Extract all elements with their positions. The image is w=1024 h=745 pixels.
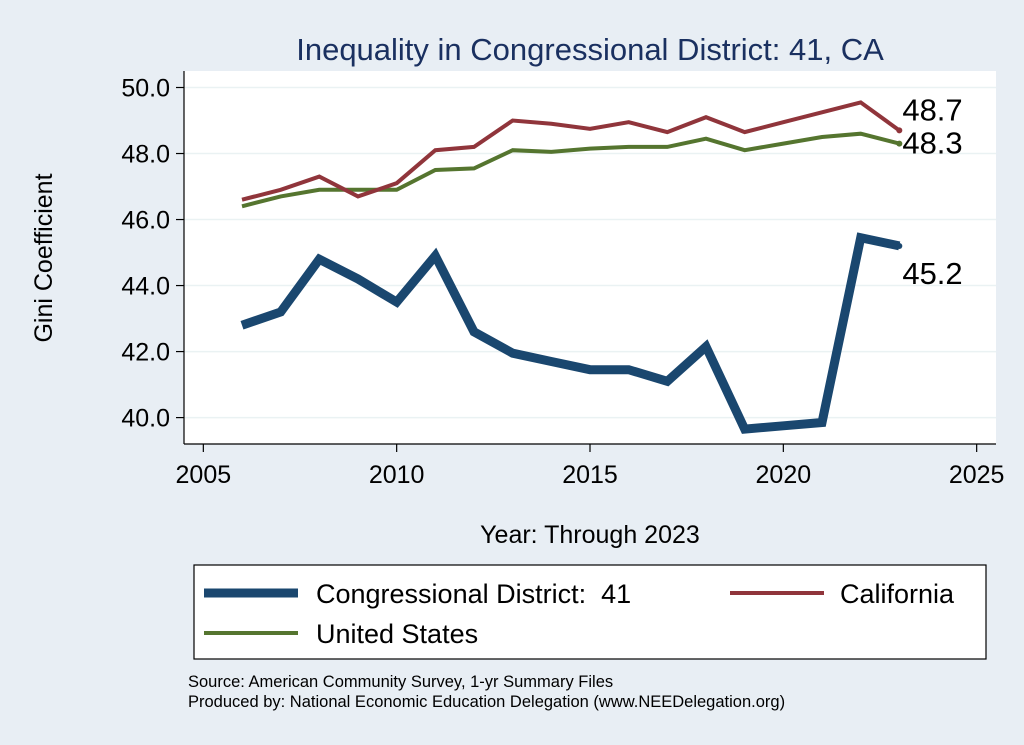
legend-box (193, 564, 987, 660)
producer-note: Produced by: National Economic Education… (188, 693, 785, 711)
y-tick-label: 40.0 (121, 405, 170, 433)
x-tick-label: 2020 (756, 461, 812, 489)
end-point (896, 242, 903, 249)
end-label: 45.2 (902, 256, 962, 291)
series-lines (240, 100, 903, 434)
series-line-district (240, 232, 901, 434)
end-label: 48.3 (902, 126, 962, 161)
legend-label-united-states: United States (316, 619, 478, 649)
series-line-california (241, 100, 901, 202)
end-labels: 45.2 48.748.3 (902, 92, 962, 291)
y-ticks: 40.0 42.0 44.0 46.0 48.0 50.0 (121, 75, 184, 433)
x-tick-label: 2005 (176, 461, 232, 489)
x-tick-label: 2010 (369, 461, 425, 489)
y-tick-label: 46.0 (121, 207, 170, 235)
grid (184, 86, 996, 419)
source-note: Source: American Community Survey, 1-yr … (188, 673, 613, 691)
y-tick-label: 44.0 (121, 273, 170, 301)
y-tick-label: 42.0 (121, 339, 170, 367)
y-tick-label: 48.0 (121, 141, 170, 169)
end-point (896, 127, 903, 134)
legend: Congressional District: 41 California Un… (193, 564, 987, 660)
x-ticks: 2005 2010 2015 2020 2025 (176, 444, 1005, 489)
end-point (896, 140, 903, 147)
chart-title: Inequality in Congressional District: 41… (296, 32, 884, 67)
y-tick-label: 50.0 (121, 75, 170, 103)
series-line-united-states (241, 131, 900, 209)
x-axis-title: Year: Through 2023 (480, 521, 700, 549)
legend-label-california: California (840, 579, 955, 609)
x-tick-label: 2015 (562, 461, 618, 489)
end-label: 48.7 (902, 92, 962, 127)
y-axis-title: Gini Coefficient (30, 173, 58, 342)
x-tick-label: 2025 (949, 461, 1005, 489)
legend-label-district: Congressional District: 41 (316, 579, 631, 609)
